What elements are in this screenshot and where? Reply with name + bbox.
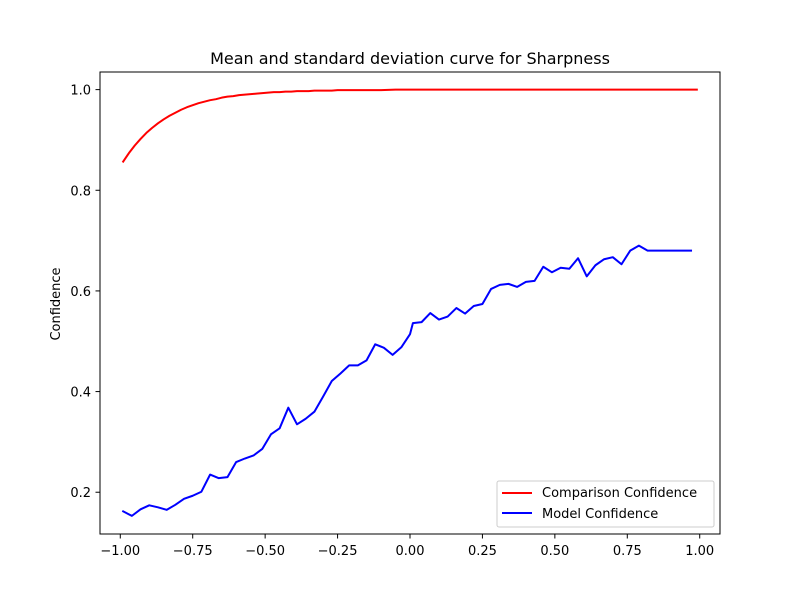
legend: Comparison Confidence Model Confidence xyxy=(496,480,715,528)
plot-area: −1.00 −0.75 −0.50 −0.25 0.00 0.25 0.50 0.75 1.00… xyxy=(70,71,721,559)
series-line-0 xyxy=(121,88,698,163)
x-tick-label: −0.75 xyxy=(173,544,213,559)
x-tick-label: −1.00 xyxy=(100,544,140,559)
y-tick-label: 0.6 xyxy=(70,285,91,300)
chart-title: Mean and standard deviation curve for Sh… xyxy=(210,49,610,68)
x-tick-label: 0.25 xyxy=(468,544,497,559)
x-tick-label: 0.00 xyxy=(396,544,425,559)
y-tick-label: 1.0 xyxy=(70,84,91,99)
x-tick-label: −0.50 xyxy=(245,544,285,559)
x-tick-label: 0.75 xyxy=(613,544,642,559)
y-axis-label: Confidence xyxy=(49,267,64,340)
y-tick-label: 0.2 xyxy=(70,486,91,501)
series-line-1 xyxy=(121,244,693,517)
x-tick-label: −0.25 xyxy=(318,544,358,559)
legend-box xyxy=(496,480,715,528)
y-tick-label: 0.4 xyxy=(70,386,91,401)
y-tick-label: 0.8 xyxy=(70,184,91,199)
x-tick-label: 0.50 xyxy=(540,544,569,559)
legend-label-model: Model Confidence xyxy=(542,507,658,522)
x-tick-label: 1.00 xyxy=(685,544,714,559)
legend-label-comparison: Comparison Confidence xyxy=(542,486,697,501)
